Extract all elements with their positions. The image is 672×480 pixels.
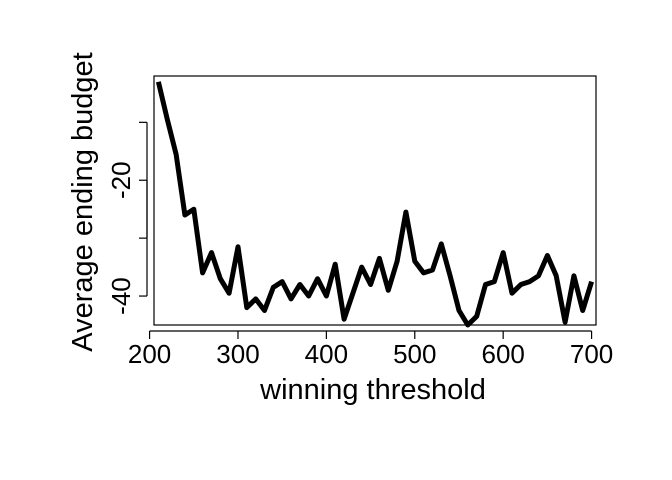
x-tick-label: 700: [570, 339, 613, 369]
x-tick-label: 200: [128, 339, 171, 369]
x-axis: 200 300 400 500 600 700: [128, 330, 613, 369]
plot-frame: [153, 75, 597, 326]
x-axis-label: winning threshold: [259, 374, 486, 406]
y-axis: -40 -20: [106, 121, 148, 315]
y-tick-label: -20: [106, 161, 136, 199]
x-tick-label: 400: [305, 339, 348, 369]
x-tick-label: 600: [481, 339, 524, 369]
series-line: [155, 81, 594, 328]
series-layer: [155, 81, 594, 328]
y-tick-label: -40: [106, 277, 136, 315]
x-tick-label: 500: [393, 339, 436, 369]
x-tick-label: 300: [216, 339, 259, 369]
y-axis-label: Average ending budget: [67, 52, 99, 351]
